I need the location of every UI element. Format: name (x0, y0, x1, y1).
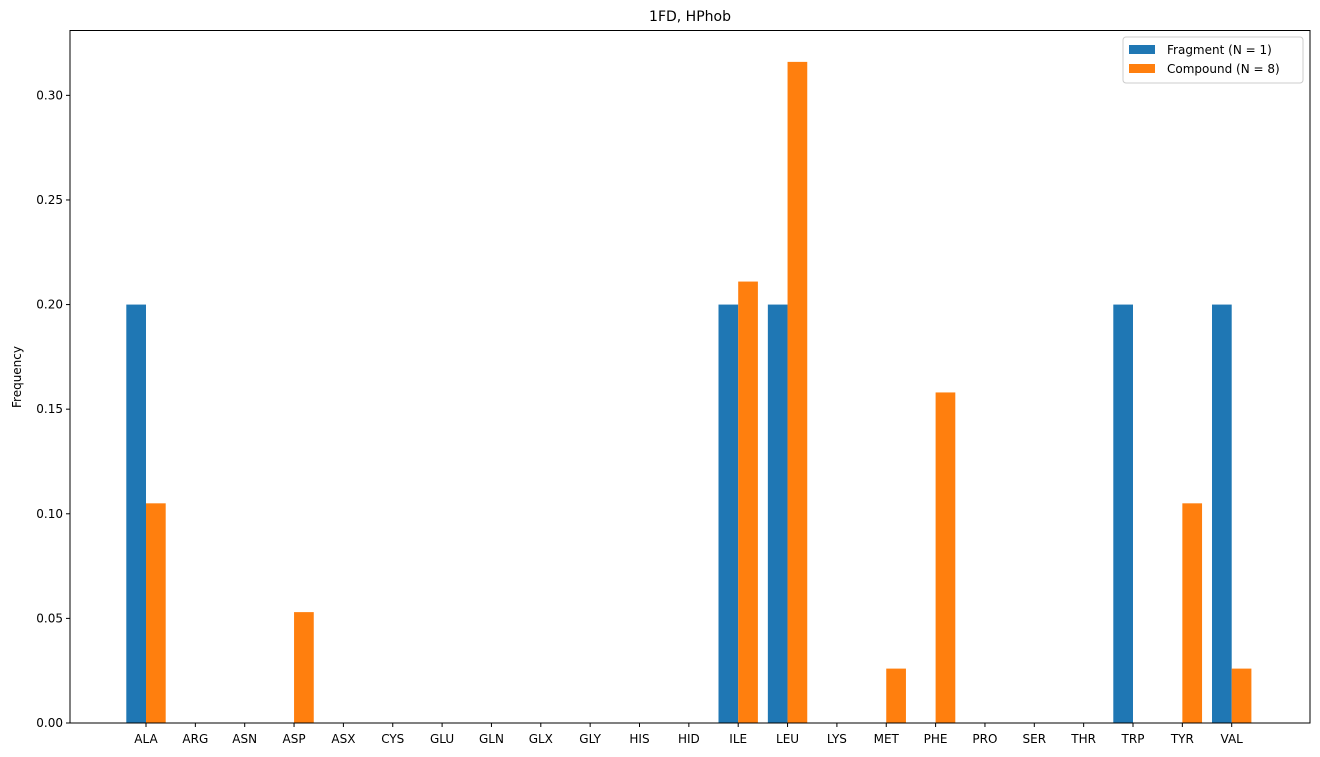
legend-label-fragment: Fragment (N = 1) (1167, 43, 1272, 57)
x-tick-label-cys: CYS (381, 732, 404, 746)
x-tick-label-his: HIS (629, 732, 649, 746)
x-tick-label-hid: HID (678, 732, 700, 746)
x-tick-label-asn: ASN (232, 732, 257, 746)
y-tick-label: 0.05 (36, 611, 63, 625)
y-tick-label: 0.15 (36, 402, 63, 416)
x-tick-label-asx: ASX (331, 732, 355, 746)
x-tick-label-ser: SER (1023, 732, 1047, 746)
bar-compound-asp (294, 612, 314, 723)
x-tick-label-gly: GLY (579, 732, 601, 746)
x-tick-label-phe: PHE (924, 732, 948, 746)
x-tick-label-glx: GLX (529, 732, 553, 746)
bar-compound-ala (146, 503, 166, 723)
bar-fragment-trp (1113, 304, 1133, 723)
y-tick-label: 0.00 (36, 716, 63, 730)
y-tick-label: 0.25 (36, 193, 63, 207)
y-tick-label: 0.30 (36, 88, 63, 102)
x-tick-label-lys: LYS (827, 732, 847, 746)
legend-box (1122, 36, 1304, 84)
bar-fragment-ala (126, 304, 146, 723)
legend-swatch-compound (1129, 64, 1155, 73)
x-axis-ticks: ALA ARG ASN ASP ASX CYS GLU GLN GLX GLY HIS HID ILE L… (134, 723, 1243, 746)
x-tick-label-leu: LEU (776, 732, 799, 746)
bar-compound-phe (935, 392, 956, 723)
x-tick-label-trp: TRP (1121, 732, 1145, 746)
chart-title: 1FD, HPhob (649, 9, 731, 25)
x-tick-label-asp: ASP (283, 732, 306, 746)
bar-fragment-val (1212, 304, 1232, 723)
x-tick-label-tyr: TYR (1170, 732, 1194, 746)
bar-compound-tyr (1182, 503, 1203, 723)
y-axis-label: Frequency (10, 346, 24, 408)
bar-compound-leu (787, 61, 808, 723)
legend: Fragment (N = 1) Compound (N = 8) (1122, 36, 1304, 84)
x-tick-label-ile: ILE (729, 732, 747, 746)
bars-group (126, 61, 1252, 723)
legend-swatch-fragment (1129, 45, 1155, 54)
x-tick-label-ala: ALA (134, 732, 158, 746)
x-tick-label-gln: GLN (479, 732, 504, 746)
legend-label-compound: Compound (N = 8) (1167, 62, 1280, 76)
x-tick-label-thr: THR (1070, 732, 1096, 746)
y-tick-label: 0.20 (36, 298, 63, 312)
bar-fragment-ile (718, 304, 739, 723)
x-tick-label-arg: ARG (182, 732, 208, 746)
bar-compound-val (1231, 668, 1252, 723)
y-tick-label: 0.10 (36, 507, 63, 521)
x-tick-label-met: MET (874, 732, 900, 746)
plot-frame (69, 30, 1311, 724)
x-tick-label-val: VAL (1221, 732, 1244, 746)
x-tick-label-pro: PRO (972, 732, 997, 746)
y-axis-ticks: 0.00 0.05 0.10 0.15 0.20 0.25 0.30 (36, 88, 70, 730)
bar-fragment-leu (767, 304, 788, 723)
bar-compound-ile (738, 281, 758, 723)
bar-compound-met (886, 668, 906, 723)
x-tick-label-glu: GLU (430, 732, 454, 746)
